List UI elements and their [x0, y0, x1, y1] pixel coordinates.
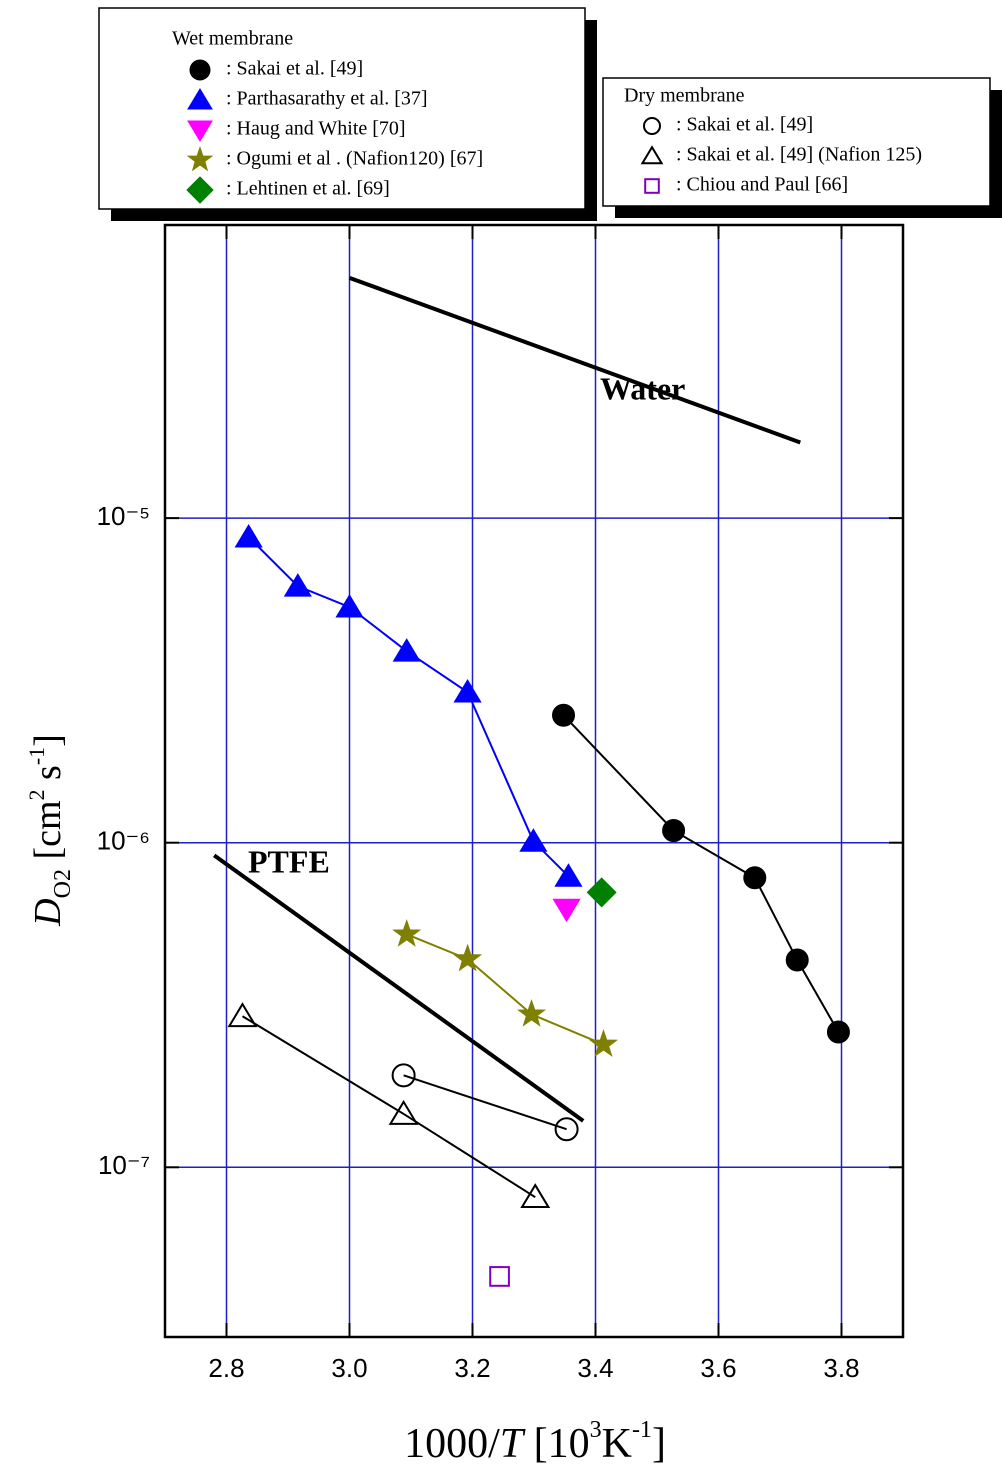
- marker: [392, 919, 422, 947]
- legend-marker: [640, 145, 664, 165]
- reference-line-label: Water: [600, 370, 685, 406]
- marker: [489, 1266, 510, 1287]
- legend-label: : Ogumi et al . (Nafion120) [67]: [226, 148, 483, 170]
- marker: [391, 1063, 416, 1088]
- marker: [519, 828, 548, 852]
- x-tick-label: 3.0: [331, 1353, 367, 1383]
- legend-box: [98, 7, 586, 210]
- y-axis-label: DO2 [cm2 s-1]: [24, 734, 76, 927]
- marker: [554, 1117, 579, 1142]
- legend-marker: [644, 178, 660, 194]
- marker: [520, 1183, 551, 1209]
- marker: [234, 524, 263, 548]
- series-line: [403, 1074, 567, 1131]
- legend-marker: [186, 145, 214, 172]
- x-tick-label: 2.8: [208, 1353, 244, 1383]
- marker: [554, 863, 583, 887]
- y-tick-label: 10⁻⁶: [97, 826, 150, 856]
- legend-label: : Lehtinen et al. [69]: [226, 178, 390, 200]
- x-tick-label: 3.8: [823, 1353, 859, 1383]
- reference-line: [213, 853, 585, 1123]
- marker: [586, 877, 617, 908]
- x-axis-label: 1000/T [103K-1]: [404, 1417, 666, 1467]
- marker: [826, 1020, 850, 1044]
- legend-label: : Sakai et al. [49] (Nafion 125): [676, 144, 922, 166]
- marker: [453, 679, 482, 703]
- marker: [588, 1029, 619, 1057]
- marker: [785, 948, 809, 972]
- legend-marker: [187, 120, 213, 142]
- reference-line-label: PTFE: [248, 843, 330, 879]
- legend-marker: [189, 59, 211, 81]
- x-tick-label: 3.4: [577, 1353, 613, 1383]
- legend-title: Dry membrane: [624, 85, 745, 107]
- marker: [662, 819, 686, 843]
- y-tick-label: 10⁻⁵: [97, 501, 150, 531]
- marker: [283, 573, 312, 597]
- x-tick-label: 3.6: [700, 1353, 736, 1383]
- series-line: [406, 933, 604, 1046]
- legend-marker: [643, 117, 661, 135]
- plot-frame: [163, 223, 905, 1339]
- legend-title: Wet membrane: [172, 28, 293, 50]
- marker: [227, 1002, 258, 1028]
- legend-label: : Parthasarathy et al. [37]: [226, 88, 428, 110]
- marker: [335, 594, 364, 618]
- legend-box: [602, 77, 991, 207]
- marker: [517, 999, 547, 1027]
- legend-label: : Sakai et al. [49]: [226, 58, 363, 80]
- legend-label: : Chiou and Paul [66]: [676, 174, 848, 196]
- marker: [453, 943, 483, 972]
- marker: [743, 866, 767, 890]
- marker: [392, 638, 421, 662]
- marker: [552, 703, 576, 727]
- legend-label: : Sakai et al. [49]: [676, 114, 813, 136]
- reference-line: [348, 275, 801, 445]
- marker: [552, 898, 581, 923]
- series-line: [241, 1015, 536, 1199]
- y-tick-label: 10⁻⁷: [98, 1150, 150, 1180]
- legend-label: : Haug and White [70]: [226, 118, 406, 140]
- x-tick-label: 3.2: [454, 1353, 490, 1383]
- legend-marker: [187, 88, 213, 110]
- marker: [388, 1099, 419, 1125]
- legend-marker: [186, 176, 214, 204]
